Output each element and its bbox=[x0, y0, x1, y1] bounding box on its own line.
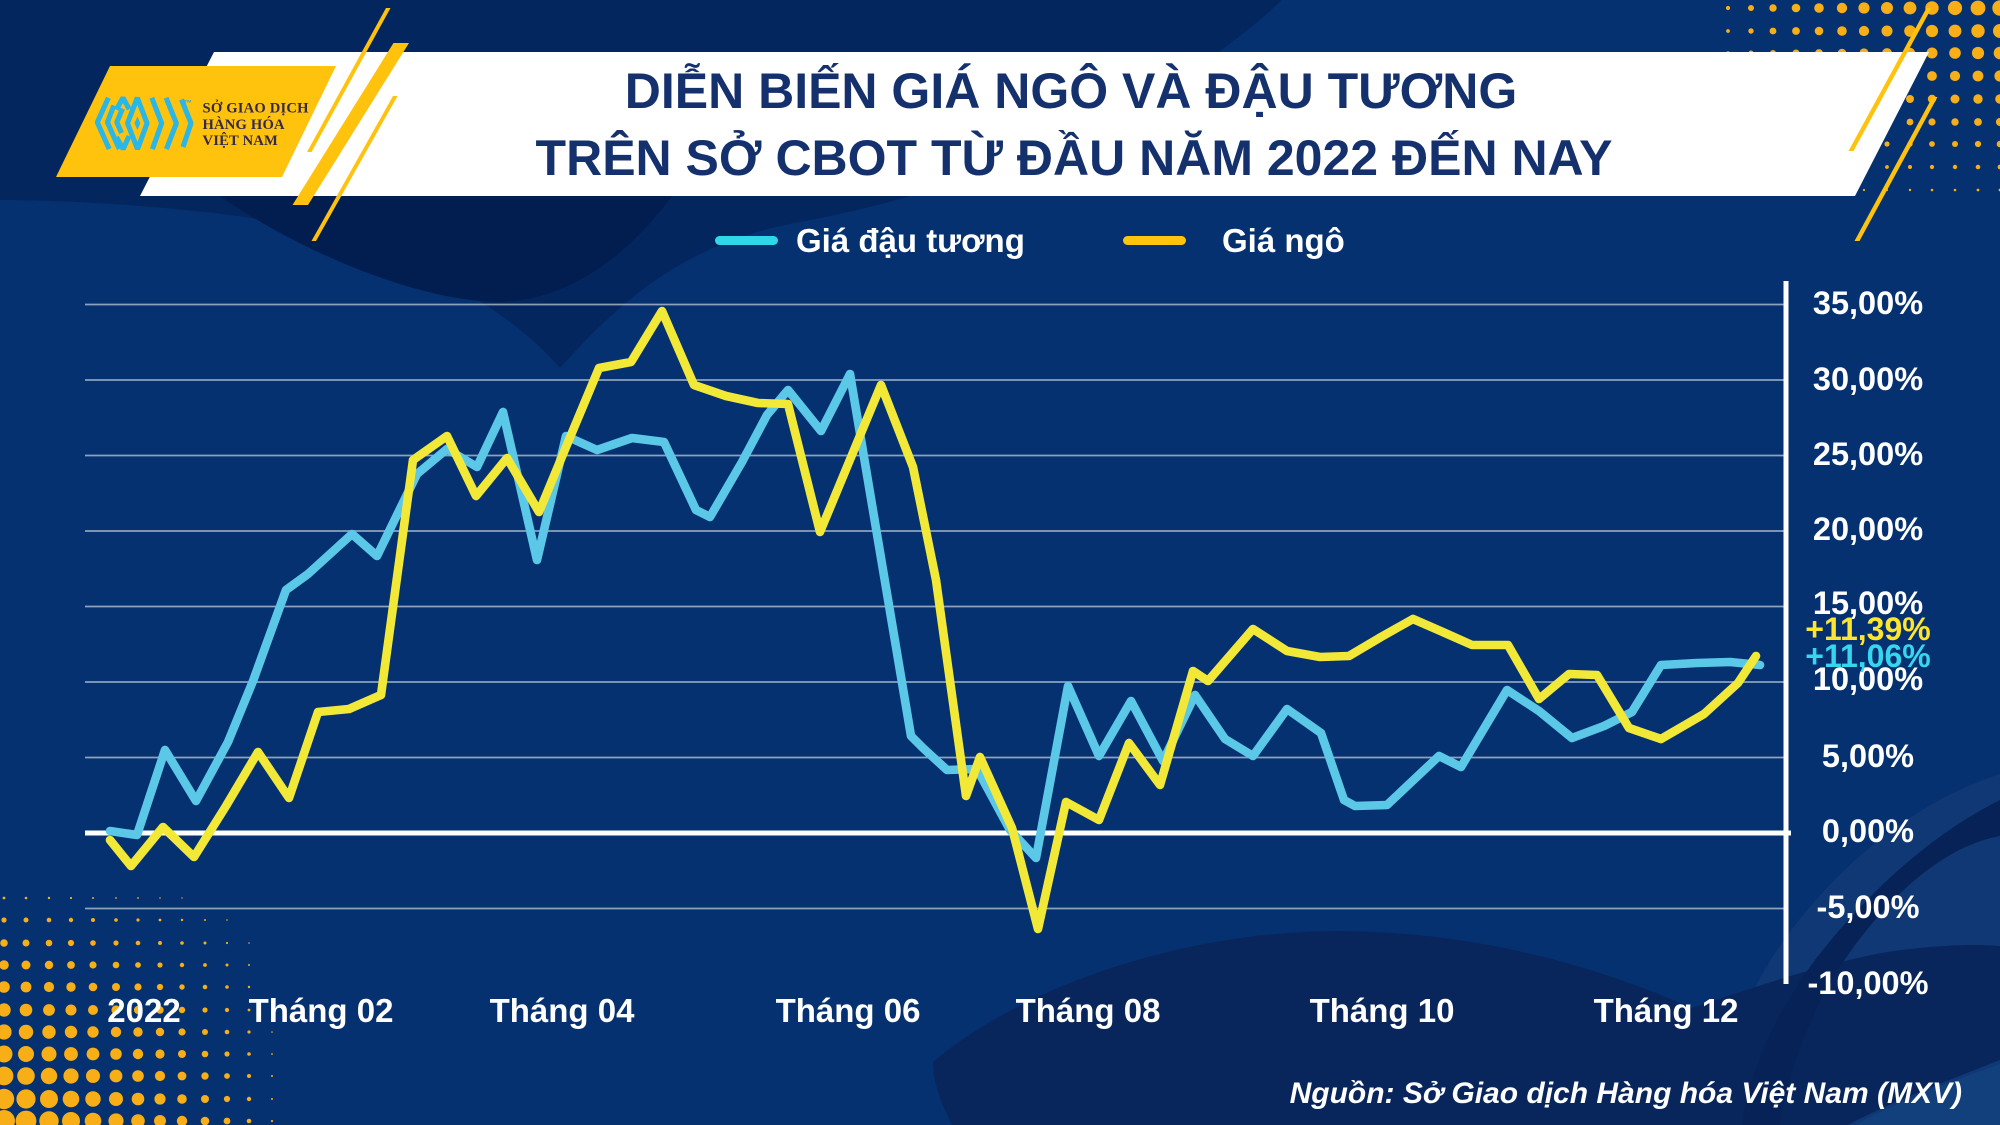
svg-text:Tháng 10: Tháng 10 bbox=[1310, 992, 1455, 1029]
svg-text:35,00%: 35,00% bbox=[1813, 285, 1923, 321]
svg-text:Tháng 02: Tháng 02 bbox=[249, 992, 394, 1029]
svg-text:Giá đậu tương: Giá đậu tương bbox=[796, 222, 1025, 259]
svg-text:20,00%: 20,00% bbox=[1813, 511, 1923, 547]
svg-text:10,00%: 10,00% bbox=[1813, 661, 1923, 697]
svg-text:-5,00%: -5,00% bbox=[1817, 889, 1920, 925]
svg-text:Tháng 04: Tháng 04 bbox=[490, 992, 636, 1029]
svg-text:30,00%: 30,00% bbox=[1813, 361, 1923, 397]
svg-text:SỞ GIAO DỊCH: SỞ GIAO DỊCH bbox=[203, 100, 310, 117]
svg-text:15,00%: 15,00% bbox=[1813, 585, 1923, 621]
svg-text:VIỆT NAM: VIỆT NAM bbox=[203, 132, 279, 149]
svg-text:Tháng 06: Tháng 06 bbox=[776, 992, 921, 1029]
svg-text:-10,00%: -10,00% bbox=[1807, 965, 1928, 1001]
svg-text:0,00%: 0,00% bbox=[1822, 813, 1914, 849]
svg-text:2022: 2022 bbox=[107, 992, 180, 1029]
svg-text:Nguồn: Sở Giao dịch Hàng hóa V: Nguồn: Sở Giao dịch Hàng hóa Việt Nam (M… bbox=[1290, 1077, 1962, 1110]
svg-text:™: ™ bbox=[184, 99, 192, 108]
svg-text:TRÊN SỞ CBOT TỪ ĐẦU NĂM 2022 Đ: TRÊN SỞ CBOT TỪ ĐẦU NĂM 2022 ĐẾN NAY bbox=[536, 129, 1613, 186]
svg-text:+11,06%: +11,06% bbox=[1805, 638, 1930, 674]
svg-text:5,00%: 5,00% bbox=[1822, 738, 1914, 774]
svg-text:25,00%: 25,00% bbox=[1813, 436, 1923, 472]
svg-text:HÀNG HÓA: HÀNG HÓA bbox=[203, 116, 286, 133]
svg-text:DIỄN BIẾN GIÁ NGÔ VÀ ĐẬU TƯƠNG: DIỄN BIẾN GIÁ NGÔ VÀ ĐẬU TƯƠNG bbox=[625, 62, 1518, 119]
svg-text:Giá ngô: Giá ngô bbox=[1222, 222, 1345, 259]
svg-text:+11,39%: +11,39% bbox=[1805, 611, 1930, 647]
svg-text:Tháng 08: Tháng 08 bbox=[1016, 992, 1161, 1029]
svg-text:Tháng 12: Tháng 12 bbox=[1594, 992, 1739, 1029]
